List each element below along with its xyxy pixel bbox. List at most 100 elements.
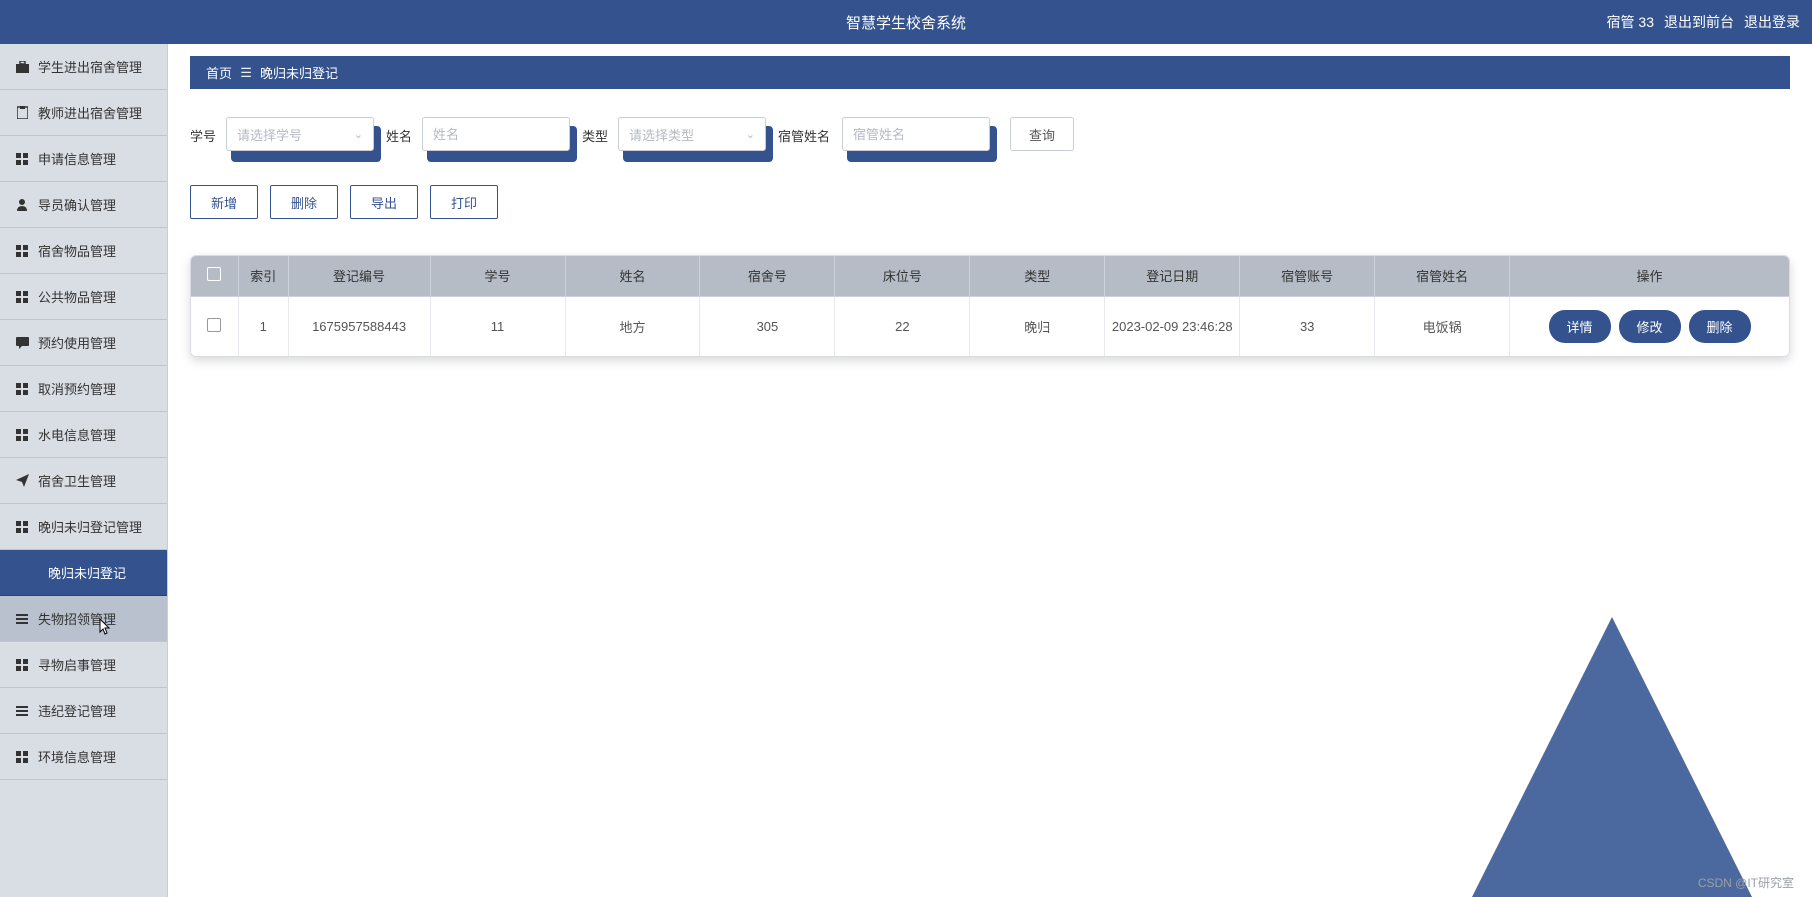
action-row: 新增 删除 导出 打印: [190, 185, 1790, 219]
sidebar-item[interactable]: 水电信息管理: [0, 412, 167, 458]
detail-button[interactable]: 详情: [1549, 310, 1611, 343]
sidebar-item[interactable]: 公共物品管理: [0, 274, 167, 320]
briefcase-icon: [15, 60, 29, 74]
data-table: 索引 登记编号 学号 姓名 宿舍号 床位号 类型 登记日期 宿管账号 宿管姓名 …: [190, 255, 1790, 357]
cell-account: 33: [1240, 296, 1375, 356]
delete-button[interactable]: 删除: [270, 185, 338, 219]
sidebar-item[interactable]: 失物招领管理: [0, 596, 167, 642]
field-name: 姓名: [386, 117, 570, 151]
col-reg-no: 登记编号: [288, 256, 430, 296]
sidebar-item[interactable]: 晚归未归登记管理: [0, 504, 167, 550]
cell-name: 地方: [565, 296, 700, 356]
field-student-id: 学号 请选择学号 ⌄: [190, 117, 374, 151]
input-name[interactable]: [422, 117, 570, 151]
sidebar-item[interactable]: 宿舍卫生管理: [0, 458, 167, 504]
sidebar-item[interactable]: 教师进出宿舍管理: [0, 90, 167, 136]
sidebar-item[interactable]: 申请信息管理: [0, 136, 167, 182]
sidebar-item[interactable]: 取消预约管理: [0, 366, 167, 412]
sidebar-item-label: 环境信息管理: [38, 747, 116, 766]
select-student-id-placeholder: 请选择学号: [237, 125, 354, 144]
select-type[interactable]: 请选择类型 ⌄: [618, 117, 766, 151]
col-dorm: 宿舍号: [700, 256, 835, 296]
sidebar: 学生进出宿舍管理教师进出宿舍管理申请信息管理导员确认管理宿舍物品管理公共物品管理…: [0, 44, 168, 897]
breadcrumb-current: 晚归未归登记: [260, 63, 338, 82]
breadcrumb-sep-icon: ☰: [240, 65, 252, 81]
sidebar-item[interactable]: 宿舍物品管理: [0, 228, 167, 274]
chevron-down-icon: ⌄: [746, 128, 755, 141]
label-mgr-name: 宿管姓名: [778, 117, 834, 145]
table-header-row: 索引 登记编号 学号 姓名 宿舍号 床位号 类型 登记日期 宿管账号 宿管姓名 …: [191, 256, 1789, 296]
select-all-checkbox[interactable]: [207, 267, 221, 281]
sidebar-item[interactable]: 环境信息管理: [0, 734, 167, 780]
grid-icon: [15, 244, 29, 258]
label-student-id: 学号: [190, 117, 218, 145]
header-right: 宿管 33 退出到前台 退出登录: [1607, 12, 1800, 32]
grid-icon: [15, 382, 29, 396]
label-name: 姓名: [386, 117, 414, 145]
col-name: 姓名: [565, 256, 700, 296]
grid-icon: [15, 750, 29, 764]
logout-link[interactable]: 退出登录: [1744, 12, 1800, 32]
field-type: 类型 请选择类型 ⌄: [582, 117, 766, 151]
menu-icon: [15, 704, 29, 718]
breadcrumb-home[interactable]: 首页: [206, 63, 232, 82]
cell-index: 1: [238, 296, 288, 356]
sidebar-item-label: 违纪登记管理: [38, 701, 116, 720]
export-button[interactable]: 导出: [350, 185, 418, 219]
table-row: 1 1675957588443 11 地方 305 22 晚归 2023-02-…: [191, 296, 1789, 356]
row-delete-button[interactable]: 删除: [1689, 310, 1751, 343]
current-user[interactable]: 宿管 33: [1607, 12, 1654, 32]
col-date: 登记日期: [1105, 256, 1240, 296]
row-action-buttons: 详情 修改 删除: [1510, 310, 1789, 343]
grid-icon: [15, 520, 29, 534]
chevron-down-icon: ⌄: [354, 128, 363, 141]
row-checkbox[interactable]: [207, 318, 221, 332]
col-index: 索引: [238, 256, 288, 296]
col-mgr-name: 宿管姓名: [1375, 256, 1510, 296]
sidebar-item-label: 晚归未归登记管理: [38, 517, 142, 536]
sidebar-item[interactable]: 导员确认管理: [0, 182, 167, 228]
top-header: 智慧学生校舍系统 宿管 33 退出到前台 退出登录: [0, 0, 1812, 44]
sidebar-item-label: 取消预约管理: [38, 379, 116, 398]
sidebar-item-label: 晚归未归登记: [48, 563, 126, 582]
sidebar-item[interactable]: 寻物启事管理: [0, 642, 167, 688]
cell-type: 晚归: [970, 296, 1105, 356]
sidebar-subitem[interactable]: 晚归未归登记: [0, 550, 167, 596]
query-button[interactable]: 查询: [1010, 117, 1074, 151]
sidebar-item-label: 失物招领管理: [38, 609, 116, 628]
edit-button[interactable]: 修改: [1619, 310, 1681, 343]
col-type: 类型: [970, 256, 1105, 296]
sidebar-item-label: 申请信息管理: [38, 149, 116, 168]
exit-to-front-link[interactable]: 退出到前台: [1664, 12, 1734, 32]
cell-student-id: 11: [430, 296, 565, 356]
grid-icon: [15, 152, 29, 166]
chat-icon: [15, 336, 29, 350]
input-name-field[interactable]: [433, 127, 559, 142]
cell-date: 2023-02-09 23:46:28: [1105, 296, 1240, 356]
field-mgr-name: 宿管姓名: [778, 117, 990, 151]
watermark: CSDN @IT研究室: [1698, 874, 1794, 891]
search-row: 学号 请选择学号 ⌄ 姓名 类型 请选择类型 ⌄ 宿管姓名: [190, 117, 1790, 151]
col-bed: 床位号: [835, 256, 970, 296]
print-button[interactable]: 打印: [430, 185, 498, 219]
sidebar-item[interactable]: 违纪登记管理: [0, 688, 167, 734]
input-mgr-name[interactable]: [842, 117, 990, 151]
input-mgr-name-field[interactable]: [853, 127, 979, 142]
select-student-id[interactable]: 请选择学号 ⌄: [226, 117, 374, 151]
main-content: 首页 ☰ 晚归未归登记 学号 请选择学号 ⌄ 姓名 类型: [168, 44, 1812, 897]
add-button[interactable]: 新增: [190, 185, 258, 219]
sidebar-item-label: 水电信息管理: [38, 425, 116, 444]
clipboard-icon: [15, 106, 29, 120]
breadcrumb: 首页 ☰ 晚归未归登记: [190, 56, 1790, 89]
sidebar-item[interactable]: 学生进出宿舍管理: [0, 44, 167, 90]
sidebar-item-label: 导员确认管理: [38, 195, 116, 214]
app-title: 智慧学生校舍系统: [846, 12, 966, 33]
sidebar-item-label: 教师进出宿舍管理: [38, 103, 142, 122]
cell-bed: 22: [835, 296, 970, 356]
col-actions: 操作: [1510, 256, 1789, 296]
grid-icon: [15, 290, 29, 304]
sidebar-item[interactable]: 预约使用管理: [0, 320, 167, 366]
col-account: 宿管账号: [1240, 256, 1375, 296]
plane-icon: [15, 474, 29, 488]
sidebar-item-label: 宿舍物品管理: [38, 241, 116, 260]
